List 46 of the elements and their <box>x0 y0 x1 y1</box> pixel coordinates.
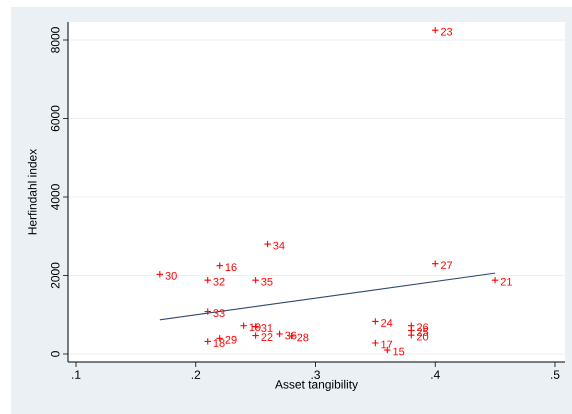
y-axis-title: Herfindahl index <box>28 148 37 234</box>
point <box>204 308 212 316</box>
annotation: 22 <box>261 333 272 341</box>
point <box>276 330 284 338</box>
point <box>372 339 380 347</box>
point <box>491 276 499 284</box>
x-tick-label: .3 <box>312 370 320 379</box>
x-tick-label: .1 <box>72 370 80 379</box>
y-tick-label: 8000 <box>51 27 60 53</box>
annotation: 32 <box>213 278 225 286</box>
annotation: 31 <box>261 324 272 332</box>
annotation: 28 <box>297 334 308 342</box>
point <box>408 331 416 339</box>
point <box>252 276 260 284</box>
point <box>204 276 212 284</box>
point <box>431 260 439 268</box>
point <box>240 322 248 330</box>
y-tick-label: 4000 <box>51 184 60 210</box>
point <box>264 240 272 248</box>
point <box>156 270 164 278</box>
point <box>372 318 380 326</box>
annotation: 23 <box>440 28 452 36</box>
annotation: 21 <box>500 278 512 286</box>
annotation: 34 <box>273 242 285 250</box>
annotation: 17 <box>381 340 392 348</box>
annotation: 15 <box>393 348 404 356</box>
x-tick-label: .4 <box>431 370 440 379</box>
y-tick-label: 6000 <box>51 106 60 132</box>
y-tick-label: 2000 <box>51 262 60 288</box>
annotation: 16 <box>226 263 237 272</box>
annotation: 29 <box>225 336 237 344</box>
annotation: 18 <box>214 339 225 347</box>
annotation: 30 <box>165 272 177 280</box>
annotation: 35 <box>261 278 273 286</box>
y-tick-label: 0 <box>51 351 60 357</box>
annotation: 27 <box>440 261 452 270</box>
x-tick-label: .2 <box>192 370 200 379</box>
point <box>216 262 224 270</box>
point <box>408 326 416 334</box>
point <box>204 338 212 346</box>
x-tick-label: .5 <box>551 370 560 379</box>
x-axis-title: Asset tangibility <box>274 380 358 391</box>
point <box>408 322 416 330</box>
annotation: 24 <box>381 319 392 327</box>
point <box>252 332 260 340</box>
point <box>431 26 439 34</box>
